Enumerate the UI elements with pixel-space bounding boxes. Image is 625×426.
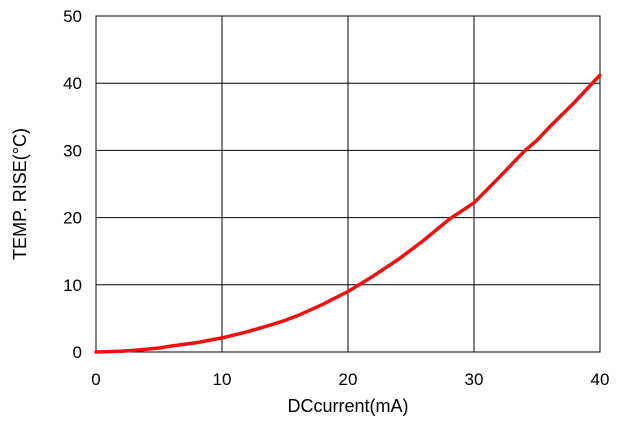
y-axis-title: TEMP. RISE(°C) <box>10 128 30 260</box>
x-axis-tick-labels: 0 10 20 30 40 <box>91 370 609 389</box>
x-tick-label: 30 <box>465 370 484 389</box>
series-line-0 <box>94 73 602 354</box>
x-tick-label: 40 <box>591 370 610 389</box>
gridlines <box>95 15 601 353</box>
y-axis-tick-labels: 0 10 20 30 40 50 <box>63 7 82 362</box>
x-axis-title: DCcurrent(mA) <box>287 396 408 416</box>
y-tick-label: 30 <box>63 141 82 160</box>
series-layer <box>94 73 602 354</box>
y-tick-label: 10 <box>63 276 82 295</box>
x-tick-label: 10 <box>213 370 232 389</box>
y-tick-label: 20 <box>63 209 82 228</box>
y-tick-label: 0 <box>73 343 82 362</box>
y-tick-label: 50 <box>63 7 82 26</box>
y-tick-label: 40 <box>63 74 82 93</box>
plot-area-frame <box>95 15 601 353</box>
x-tick-label: 0 <box>91 370 100 389</box>
x-tick-label: 20 <box>339 370 358 389</box>
